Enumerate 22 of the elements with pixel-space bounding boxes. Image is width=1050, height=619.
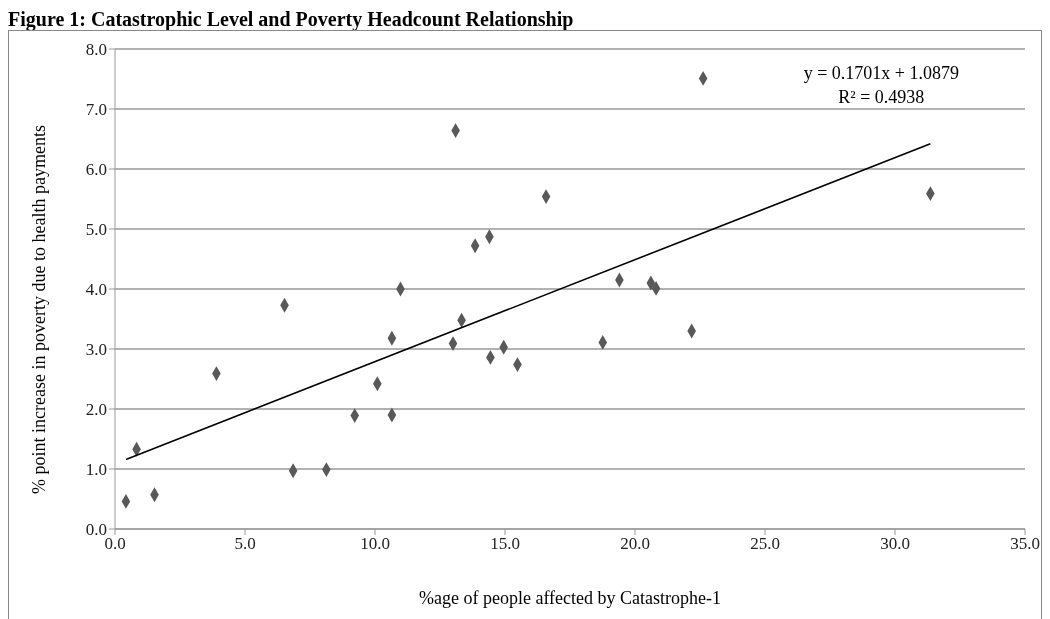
x-tick-label: 35.0 [1010, 534, 1040, 554]
x-tick-label: 10.0 [360, 534, 390, 554]
annotation: y = 0.1701x + 1.0879 [803, 62, 959, 85]
x-tick-label: 30.0 [880, 534, 910, 554]
y-tick-label: 1.0 [85, 460, 107, 480]
y-tick-label: 5.0 [85, 220, 107, 240]
y-tick-label: 7.0 [85, 100, 107, 120]
y-tick-label: 0.0 [85, 520, 107, 540]
y-axis-title: % point increase in poverty due to health payments [28, 123, 50, 496]
chart-title: Figure 1: Catastrophic Level and Poverty Headcount Relationship [8, 8, 575, 30]
y-tick-label: 4.0 [85, 280, 107, 300]
y-tick-label: 6.0 [85, 160, 107, 180]
x-tick-label: 5.0 [234, 534, 256, 554]
annotation: R² = 0.4938 [837, 86, 926, 109]
x-tick-label: 15.0 [490, 534, 520, 554]
x-tick-label: 25.0 [750, 534, 780, 554]
y-tick-label: 3.0 [85, 340, 107, 360]
y-tick-label: 8.0 [85, 40, 107, 60]
x-axis-title: %age of people affected by Catastrophe-1 [417, 588, 722, 609]
y-tick-label: 2.0 [85, 400, 107, 420]
x-tick-label: 0.0 [104, 534, 126, 554]
x-tick-label: 20.0 [620, 534, 650, 554]
